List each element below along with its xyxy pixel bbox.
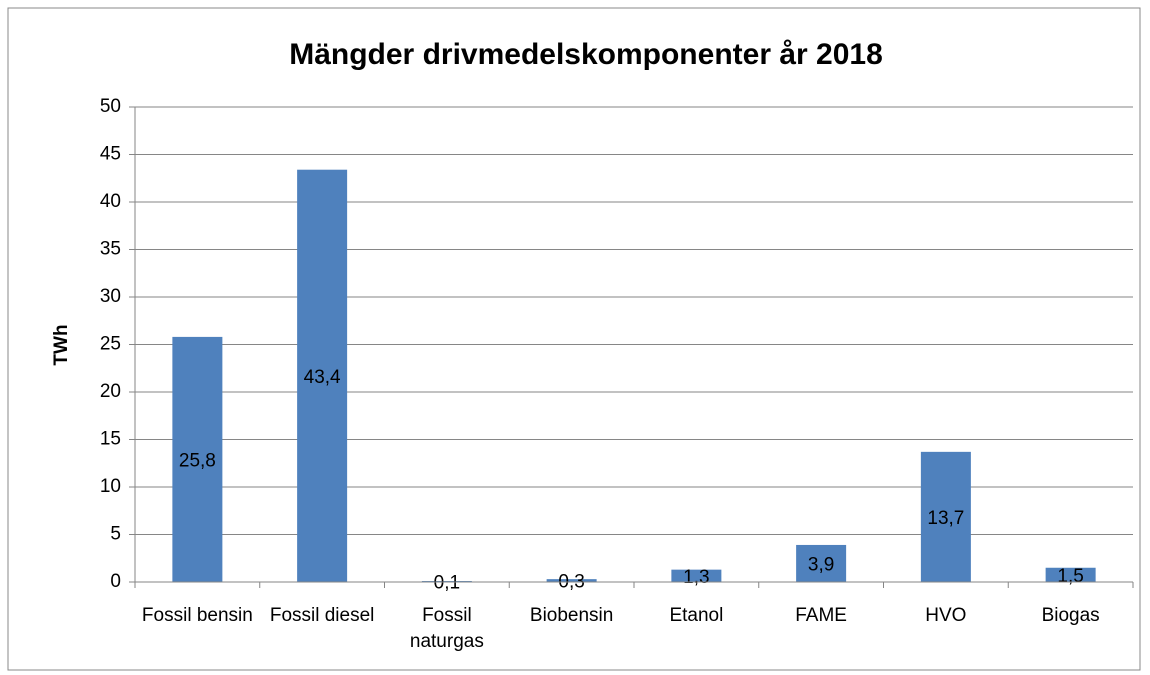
y-tick-label: 0 (110, 571, 121, 592)
bar (546, 579, 597, 582)
x-tick-label: Fossil diesel (269, 605, 375, 626)
y-axis-label: TWh (51, 324, 72, 365)
y-tick-label: 5 (110, 524, 121, 545)
data-label: 25,8 (179, 450, 216, 471)
y-tick-label: 25 (100, 334, 121, 355)
bar (297, 169, 348, 582)
x-tick-label: FAME (795, 605, 847, 626)
x-tick-label: HVO (925, 605, 967, 626)
data-label: 3,9 (808, 554, 834, 575)
y-tick-label: 35 (100, 239, 121, 260)
bar (172, 336, 223, 582)
bar (1045, 567, 1096, 582)
y-tick-label: 10 (100, 476, 121, 497)
y-tick-label: 40 (100, 191, 121, 212)
y-tick-label: 15 (100, 429, 121, 450)
x-tick-label: Fossil bensin (141, 605, 253, 626)
bar (920, 451, 971, 582)
y-tick-label: 50 (100, 96, 121, 117)
y-tick-label: 45 (100, 144, 121, 165)
data-label: 0,1 (434, 573, 460, 594)
data-label: 13,7 (927, 508, 964, 529)
bar (671, 569, 722, 582)
x-tick-label: Fossil naturgas (409, 605, 484, 652)
data-label: 43,4 (304, 367, 341, 388)
y-tick-label: 30 (100, 286, 121, 307)
x-tick-label: Biogas (1041, 605, 1100, 626)
y-tick-label: 20 (100, 381, 121, 402)
bar (796, 544, 847, 582)
x-tick-label: Etanol (669, 605, 724, 626)
data-label: 1,3 (683, 567, 709, 588)
chart-border (7, 7, 1141, 671)
x-tick-label: Biobensin (529, 605, 614, 626)
data-label: 1,5 (1057, 566, 1083, 587)
chart-title: Mängder drivmedelskomponenter år 2018 (289, 38, 883, 71)
